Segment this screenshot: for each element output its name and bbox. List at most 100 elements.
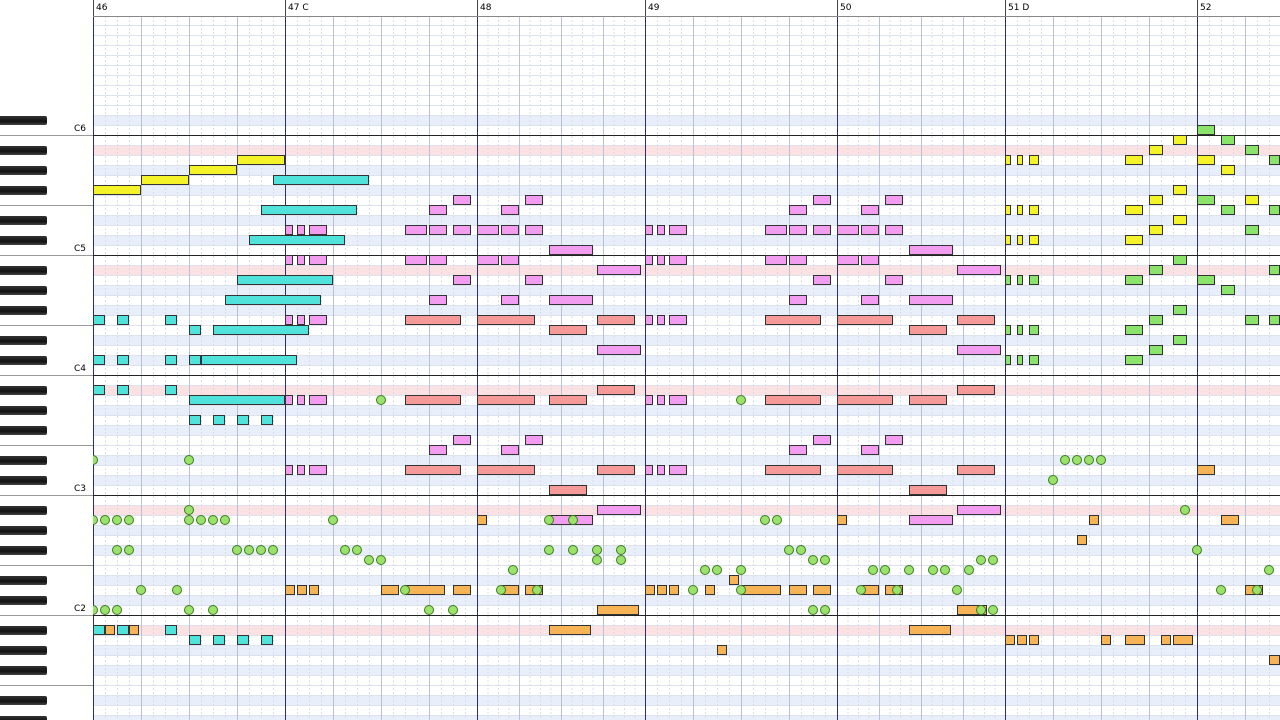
note-green[interactable] [1149,345,1163,355]
note-pink[interactable] [909,295,953,305]
note-pink[interactable] [309,225,327,235]
note-orange[interactable] [309,585,319,595]
drum-hit[interactable] [592,555,602,565]
note-pink[interactable] [525,195,543,205]
drum-hit[interactable] [988,605,998,615]
note-green[interactable] [1149,315,1163,325]
note-pink[interactable] [549,245,593,255]
note-pink[interactable] [885,195,903,205]
note-salmon[interactable] [549,325,587,335]
note-green[interactable] [1173,335,1187,345]
note-orange[interactable] [1101,635,1111,645]
note-green[interactable] [1173,305,1187,315]
drum-hit[interactable] [268,545,278,555]
drum-hit[interactable] [172,585,182,595]
note-yellow[interactable] [1005,235,1011,245]
note-pink[interactable] [645,315,653,325]
note-orange[interactable] [813,585,831,595]
drum-hit[interactable] [1072,455,1082,465]
note-orange[interactable] [717,645,727,655]
drum-hit[interactable] [544,545,554,555]
note-pink[interactable] [645,395,653,405]
drum-hit[interactable] [616,545,626,555]
note-salmon[interactable] [477,465,535,475]
drum-hit[interactable] [184,515,194,525]
note-pink[interactable] [297,315,305,325]
note-pink[interactable] [477,255,499,265]
drum-hit[interactable] [1252,585,1262,595]
note-yellow[interactable] [1125,205,1143,215]
note-pink[interactable] [861,445,879,455]
note-pink[interactable] [669,395,687,405]
note-orange[interactable] [657,585,667,595]
note-salmon[interactable] [909,325,947,335]
note-pink[interactable] [885,435,903,445]
drum-hit[interactable] [1180,505,1190,515]
note-green[interactable] [1005,275,1011,285]
note-pink[interactable] [597,345,641,355]
note-pink[interactable] [501,445,519,455]
drum-hit[interactable] [976,555,986,565]
note-pink[interactable] [285,465,293,475]
note-cyan[interactable] [201,355,297,365]
note-orange[interactable] [1005,635,1015,645]
black-key[interactable] [0,476,47,485]
black-key[interactable] [0,696,47,705]
note-green[interactable] [1221,285,1235,295]
note-pink[interactable] [957,265,1001,275]
note-salmon[interactable] [765,465,821,475]
drum-hit[interactable] [124,515,134,525]
note-orange[interactable] [105,625,115,635]
note-pink[interactable] [501,295,519,305]
drum-hit[interactable] [592,545,602,555]
note-orange[interactable] [297,585,307,595]
note-yellow[interactable] [1017,205,1023,215]
note-pink[interactable] [501,255,519,265]
note-yellow[interactable] [93,185,141,195]
drum-hit[interactable] [100,515,110,525]
note-pink[interactable] [525,275,543,285]
note-salmon[interactable] [597,385,635,395]
note-pink[interactable] [789,205,807,215]
note-pink[interactable] [861,225,879,235]
note-green[interactable] [1197,125,1215,135]
note-pink[interactable] [285,315,293,325]
black-key[interactable] [0,356,47,365]
drum-hit[interactable] [736,565,746,575]
note-pink[interactable] [837,255,859,265]
note-pink[interactable] [909,245,953,255]
note-pink[interactable] [885,275,903,285]
note-orange[interactable] [669,585,679,595]
black-key[interactable] [0,646,47,655]
note-cyan[interactable] [93,315,105,325]
note-yellow[interactable] [1017,155,1023,165]
black-key[interactable] [0,216,47,225]
note-yellow[interactable] [1029,155,1039,165]
black-key[interactable] [0,626,47,635]
drum-hit[interactable] [328,515,338,525]
note-pink[interactable] [669,255,687,265]
note-pink[interactable] [813,275,831,285]
drum-hit[interactable] [124,545,134,555]
note-cyan[interactable] [261,635,273,645]
drum-hit[interactable] [544,515,554,525]
note-green[interactable] [1245,315,1259,325]
black-key[interactable] [0,576,47,585]
drum-hit[interactable] [184,455,194,465]
note-pink[interactable] [645,225,653,235]
note-cyan[interactable] [189,635,201,645]
note-pink[interactable] [309,395,327,405]
drum-hit[interactable] [196,515,206,525]
note-orange[interactable] [453,585,471,595]
note-pink[interactable] [813,435,831,445]
note-pink[interactable] [297,255,305,265]
drum-hit[interactable] [256,545,266,555]
drum-hit[interactable] [568,545,578,555]
note-cyan[interactable] [261,205,357,215]
note-salmon[interactable] [909,485,947,495]
drum-hit[interactable] [772,515,782,525]
black-key[interactable] [0,336,47,345]
drum-hit[interactable] [112,605,122,615]
note-pink[interactable] [525,435,543,445]
note-green[interactable] [1269,155,1280,165]
